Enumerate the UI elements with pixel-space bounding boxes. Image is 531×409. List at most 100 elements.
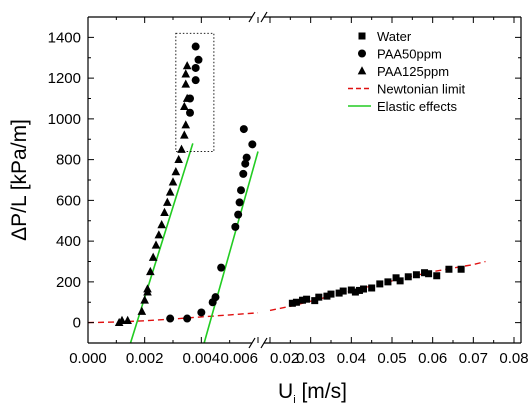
y-tick-label: 800	[56, 152, 81, 169]
data-point	[315, 293, 323, 301]
legend-label: PAA125ppm	[377, 64, 449, 79]
data-point	[148, 252, 158, 261]
data-point	[239, 125, 248, 134]
x-tick-label: 0.004	[183, 350, 221, 367]
x-tick-label: 0.03	[296, 350, 325, 367]
data-point	[234, 210, 243, 219]
series-water	[288, 265, 465, 307]
data-point	[182, 61, 192, 70]
data-point	[180, 101, 189, 111]
y-tick-label: 400	[56, 233, 81, 250]
data-point	[191, 76, 200, 85]
legend-marker-water	[358, 32, 366, 40]
data-point	[327, 290, 335, 298]
axis-break-mark	[248, 337, 256, 349]
data-point	[368, 284, 376, 292]
data-point	[347, 286, 355, 294]
data-point	[457, 265, 465, 273]
x-tick-label: 0.04	[337, 350, 366, 367]
data-point	[191, 42, 200, 51]
axis-break-mark	[260, 11, 268, 23]
plot-clip-group	[88, 143, 486, 343]
data-point	[183, 314, 192, 323]
data-point	[241, 159, 250, 168]
data-point	[186, 108, 194, 117]
data-point	[182, 93, 192, 102]
data-point	[235, 198, 244, 207]
data-point	[146, 266, 155, 276]
data-point	[339, 287, 347, 295]
data-point	[351, 288, 359, 296]
series-paa50ppm	[166, 42, 257, 323]
axis-break-mark	[260, 337, 268, 349]
data-point	[123, 315, 132, 324]
data-point	[160, 207, 169, 216]
data-point	[181, 120, 191, 129]
data-point	[177, 144, 186, 153]
plot-area	[88, 32, 486, 343]
data-point	[180, 130, 189, 139]
data-point	[191, 63, 200, 72]
y-tick-label: 0	[73, 315, 81, 332]
data-point	[360, 285, 368, 293]
data-point	[323, 292, 331, 300]
data-point	[197, 308, 206, 317]
data-point	[239, 169, 248, 178]
x-axis-title: Ui [m/s]	[278, 380, 347, 406]
data-point	[425, 270, 433, 278]
legend: Water PAA50ppm PAA125ppm Newtonian limit Ela…	[348, 29, 466, 114]
data-point	[157, 220, 166, 229]
elastic-effects-line	[203, 151, 259, 343]
data-point	[392, 274, 400, 282]
legend-marker-paa125ppm	[357, 66, 367, 75]
data-point	[288, 299, 296, 307]
x-tick-label: 0.05	[377, 350, 406, 367]
data-point	[174, 154, 183, 164]
x-tick-label: 0.06	[418, 350, 447, 367]
data-point	[292, 298, 300, 306]
data-point	[117, 315, 127, 324]
data-point	[194, 55, 203, 64]
x-axis-title-subscript: i	[293, 394, 295, 406]
data-point	[299, 296, 307, 304]
data-point	[154, 230, 164, 239]
data-point	[376, 280, 384, 288]
y-axis-title: ΔP/L [kPa/m]	[8, 119, 31, 241]
axis-break-mark	[248, 11, 256, 23]
x-tick-label: 0.002	[126, 350, 164, 367]
axes: 0 200 400 600 800 1000 1200 1400 0.000 0.002 0.004…	[48, 11, 529, 367]
data-point	[445, 265, 453, 273]
data-point	[384, 278, 392, 286]
axis-titles: ΔP/L [kPa/m] Ui [m/s]	[8, 119, 347, 406]
legend-marker-paa50ppm	[358, 49, 366, 58]
data-point	[163, 197, 172, 206]
x-axis-title-main: U	[278, 380, 293, 403]
x-tick-label: 0.08	[499, 350, 528, 367]
data-point	[433, 272, 441, 280]
legend-label: Newtonian limit	[377, 82, 466, 97]
data-point	[168, 177, 178, 186]
x-tick-label: 0.02	[270, 350, 299, 367]
legend-label: Elastic effects	[377, 99, 457, 114]
data-point	[311, 297, 319, 305]
data-point	[211, 293, 220, 302]
data-point	[143, 284, 152, 293]
legend-label: Water	[377, 29, 412, 44]
data-point	[396, 277, 404, 285]
y-tick-label: 600	[56, 192, 81, 209]
data-point	[335, 289, 343, 297]
data-point	[242, 153, 251, 162]
data-point	[248, 140, 257, 149]
data-point	[421, 269, 429, 277]
y-tick-label: 1000	[48, 111, 81, 128]
data-point	[355, 286, 363, 294]
x-tick-label: 0.07	[459, 350, 488, 367]
data-point	[137, 306, 147, 315]
x-axis-title-unit: [m/s]	[296, 380, 347, 403]
data-point	[140, 295, 149, 304]
y-tick-label: 200	[56, 274, 81, 291]
data-point	[171, 167, 181, 176]
data-point	[151, 240, 161, 249]
data-point	[237, 186, 245, 195]
data-point	[217, 263, 226, 272]
